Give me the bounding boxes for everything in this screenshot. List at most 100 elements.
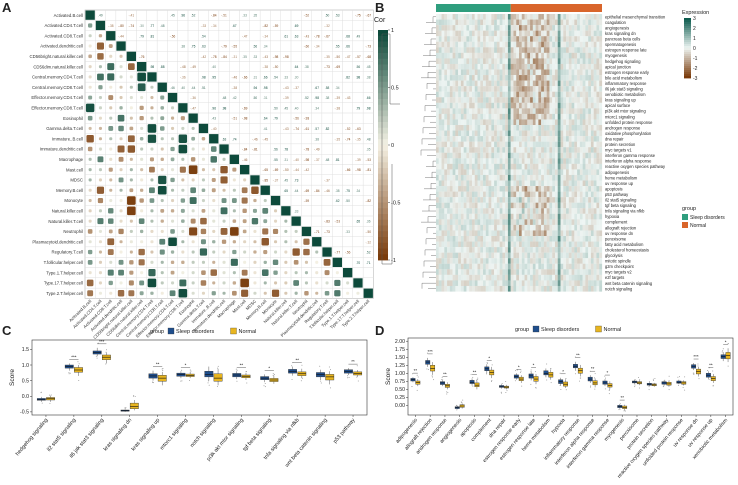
expression-cell (524, 285, 528, 292)
expression-cell (488, 186, 492, 192)
heatmap-square (263, 219, 268, 224)
heatmap-square (88, 240, 92, 244)
expression-legend-swatch (684, 34, 691, 37)
expression-cell (502, 174, 506, 181)
heatmap-diagonal-cell (250, 175, 260, 185)
expression-cell (480, 130, 484, 137)
expression-cell (538, 80, 542, 87)
box-legend-label: Sleep disorders (176, 329, 214, 335)
expression-cell (474, 241, 478, 248)
expression-cell (527, 69, 531, 76)
heatmap-square (88, 44, 92, 48)
heatmap-value: .54 (273, 75, 278, 79)
expression-row-label: estrogen response late (605, 48, 647, 53)
expression-cell (541, 224, 544, 231)
expression-cell (543, 102, 547, 109)
expression-cell (532, 269, 536, 275)
expression-cell (455, 208, 459, 214)
expression-cell (543, 30, 547, 37)
heatmap-value: .63 (222, 137, 227, 141)
heatmap-square (181, 229, 185, 233)
expression-cell (566, 41, 569, 48)
expression-cell (599, 180, 603, 187)
expression-cell (582, 19, 586, 26)
heatmap-value: .52 (191, 14, 196, 18)
expression-cell (538, 247, 542, 253)
heatmap-value: .48 (325, 158, 330, 162)
expression-cell (546, 258, 550, 264)
expression-cell (532, 119, 536, 126)
expression-cell (530, 136, 533, 142)
expression-cell (588, 263, 592, 270)
expression-cell (455, 252, 459, 259)
expression-cell (599, 280, 603, 287)
expression-cell (535, 36, 539, 42)
expression-cell (507, 108, 511, 114)
expression-cell (588, 113, 592, 120)
expression-cell (471, 174, 475, 181)
expression-cell (579, 97, 583, 103)
expression-cell (463, 152, 467, 159)
expression-cell (505, 258, 509, 264)
expression-cell (447, 147, 450, 153)
heatmap-square (284, 281, 288, 285)
expression-cell (452, 36, 456, 42)
panel-a-correlation-heatmap: .49 -.41.45.96.52 -.84 -.51.33.35 -.52.50.53… (30, 9, 400, 340)
expression-cell (577, 152, 580, 159)
expression-cell (447, 75, 450, 81)
heatmap-square (188, 165, 198, 174)
expression-cell (577, 97, 580, 103)
expression-cell (521, 269, 525, 275)
heatmap-square (284, 240, 288, 244)
expression-cell (577, 136, 580, 142)
expression-cell (527, 125, 531, 131)
box-outlier (190, 370, 192, 372)
expression-cell (543, 147, 547, 153)
expression-legend-tick-label: -2 (693, 66, 698, 72)
expression-cell (460, 125, 464, 131)
expression-cell (535, 58, 539, 65)
expression-cell (469, 75, 473, 81)
expression-cell (546, 136, 550, 142)
expression-cell (452, 91, 456, 98)
expression-cell (505, 174, 509, 181)
heatmap-square (232, 178, 236, 182)
significance-label: ** (351, 359, 355, 364)
expression-cell (485, 236, 489, 242)
heatmap-legend-swatch (378, 104, 388, 111)
expression-legend-swatch (684, 32, 691, 35)
heatmap-square (139, 198, 144, 203)
heatmap-square (212, 240, 216, 244)
expression-cell (577, 52, 580, 59)
expression-cell (577, 263, 580, 270)
heatmap-value: .78 (284, 148, 289, 152)
expression-cell (505, 186, 509, 192)
expression-cell (563, 274, 567, 281)
heatmap-legend-swatch (378, 214, 388, 221)
expression-cell (521, 219, 525, 225)
expression-cell (483, 169, 486, 176)
expression-cell (543, 252, 547, 259)
heatmap-legend-swatch (378, 231, 388, 238)
expression-cell (502, 36, 506, 42)
heatmap-square (201, 168, 205, 172)
expression-cell (538, 102, 542, 109)
heatmap-row-label: CD56bright.natural.killer.cell (30, 54, 84, 59)
heatmap-value: .57 (315, 127, 320, 131)
expression-cell (574, 236, 578, 242)
expression-cell (466, 285, 470, 292)
expression-cell (524, 163, 528, 170)
expression-legend-swatch (684, 18, 691, 21)
expression-cell (438, 75, 442, 81)
expression-cell (505, 58, 509, 65)
expression-cell (571, 36, 575, 42)
expression-cell (447, 130, 450, 137)
expression-cell (577, 47, 580, 53)
expression-cell (471, 236, 475, 242)
x-tick-label: kras signaling dn (103, 417, 134, 452)
expression-cell (579, 236, 583, 242)
expression-cell (532, 258, 536, 264)
expression-cell (541, 169, 544, 176)
heatmap-legend-swatch (378, 150, 388, 157)
expression-cell (524, 58, 528, 65)
